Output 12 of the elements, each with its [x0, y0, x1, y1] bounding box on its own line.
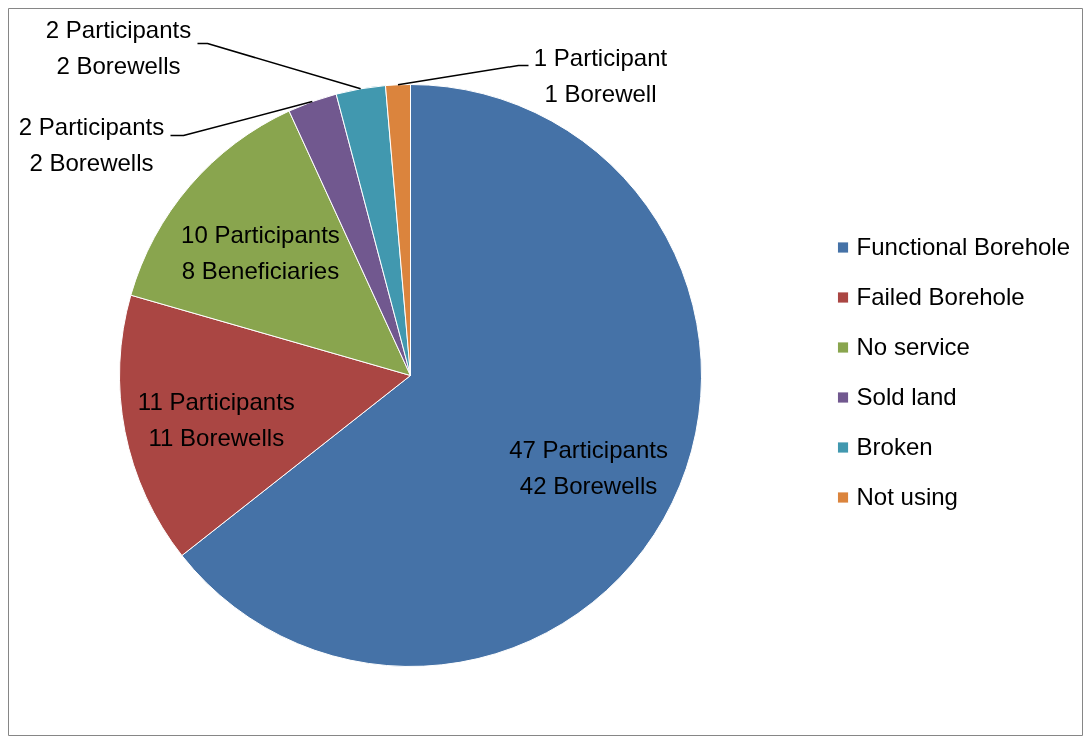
- data-label: 10 Participants 8 Beneficiaries: [181, 221, 340, 284]
- legend-label: Functional Borehole: [856, 233, 1070, 261]
- data-label: 2 Participants 2 Borewells: [45, 16, 192, 79]
- legend-label: Not using: [856, 483, 958, 511]
- data-label: 2 Participants 2 Borewells: [18, 113, 165, 176]
- legend-label: Failed Borehole: [856, 283, 1025, 311]
- data-label: 1 Participant 1 Borewell: [533, 44, 668, 107]
- legend-label: Sold land: [856, 383, 957, 411]
- data-label: 11 Participants 11 Borewells: [137, 388, 295, 452]
- legend-label: No service: [856, 333, 970, 361]
- legend-label: Broken: [856, 433, 933, 461]
- data-label: 47 Participants 42 Borewells: [509, 436, 668, 500]
